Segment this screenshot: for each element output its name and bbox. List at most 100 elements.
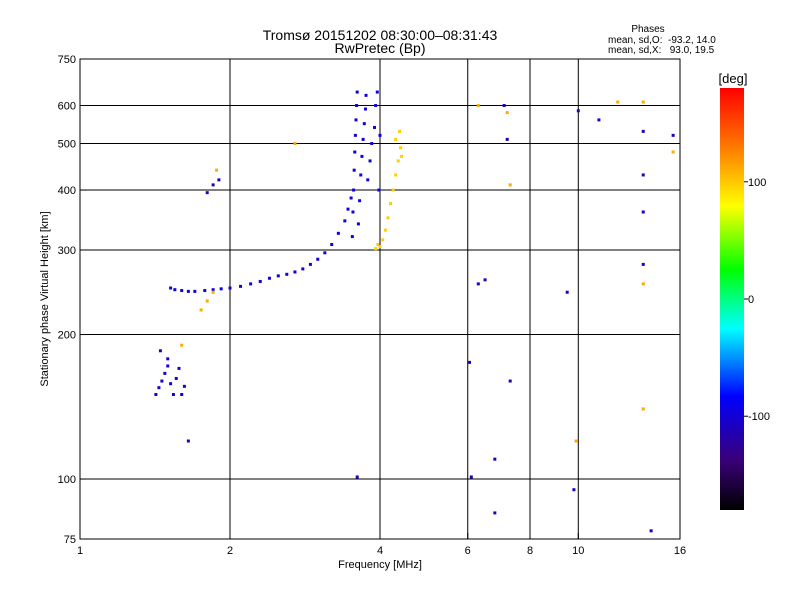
data-point [276, 274, 280, 278]
data-point [219, 287, 223, 291]
x-tick-label: 8 [527, 545, 533, 557]
legend-line-x: mean, sd,X: 93.0, 19.5 [608, 45, 715, 56]
data-point [508, 379, 512, 383]
colorbar-label: [deg] [719, 71, 748, 86]
data-point [182, 384, 186, 388]
data-point [574, 439, 578, 443]
data-point [468, 360, 472, 364]
data-point [217, 178, 221, 182]
data-point [505, 111, 509, 115]
data-point [180, 393, 184, 397]
data-point [381, 238, 385, 242]
data-point [352, 188, 356, 192]
data-point [343, 219, 347, 223]
data-point [351, 210, 355, 214]
data-point [508, 183, 512, 187]
data-point [158, 349, 162, 353]
data-point [391, 188, 395, 192]
data-point [399, 146, 403, 150]
data-point [366, 178, 370, 182]
data-point [396, 159, 400, 163]
data-point [349, 196, 353, 200]
data-point [355, 90, 359, 94]
data-point [361, 137, 365, 141]
data-point [330, 243, 334, 247]
data-point [383, 228, 387, 232]
data-point [394, 137, 398, 141]
x-tick-label: 1 [77, 545, 83, 557]
data-point [359, 173, 363, 177]
data-point [336, 231, 340, 235]
data-point [375, 90, 379, 94]
data-point [671, 150, 675, 154]
data-point [373, 125, 377, 129]
data-point [169, 382, 173, 386]
data-point [641, 100, 645, 104]
data-point [649, 529, 653, 533]
y-tick-label: 500 [58, 139, 76, 151]
data-point [352, 168, 356, 172]
data-point [376, 243, 380, 247]
legend-line-o: mean, sd,O: -93.2, 14.0 [608, 35, 716, 46]
data-point [174, 376, 178, 380]
data-point [323, 251, 327, 255]
data-point [364, 93, 368, 97]
x-tick-label: 2 [227, 545, 233, 557]
data-point [374, 247, 378, 251]
data-point [398, 129, 402, 133]
data-point [353, 133, 357, 137]
data-point [362, 122, 366, 126]
data-point [258, 279, 262, 283]
data-point [641, 262, 645, 266]
data-point [186, 289, 190, 293]
data-point [177, 366, 181, 370]
data-point [616, 100, 620, 104]
chart-title: Tromsø 20151202 08:30:00–08:31:43 [263, 27, 498, 43]
data-point [301, 267, 305, 271]
y-axis-ticks: 75 100 200 300 400 500 600 750 [58, 54, 86, 546]
data-point [211, 290, 215, 294]
colorbar [720, 88, 744, 510]
data-point [239, 284, 243, 288]
data-point [493, 457, 497, 461]
data-point [641, 282, 645, 286]
data-point [671, 133, 675, 137]
data-point [358, 199, 362, 203]
data-point [355, 104, 359, 108]
data-point [205, 191, 209, 195]
y-tick-label: 400 [58, 185, 76, 197]
legend-title: Phases [631, 24, 664, 35]
colorbar-ticks: 100 0 -100 [744, 177, 770, 423]
data-point [386, 216, 390, 220]
x-tick-label: 6 [465, 545, 471, 557]
x-tick-label: 16 [674, 545, 686, 557]
data-point [641, 407, 645, 411]
data-point [572, 488, 576, 492]
data-point [215, 168, 219, 172]
data-point [394, 173, 398, 177]
data-point [285, 272, 289, 276]
data-point [267, 276, 271, 280]
data-point [641, 129, 645, 133]
data-point [193, 289, 197, 293]
x-axis-ticks: 1 2 4 6 8 10 16 [77, 533, 686, 557]
data-point [493, 511, 497, 515]
data-point [166, 357, 170, 361]
data-point [641, 210, 645, 214]
data-point [180, 289, 184, 293]
data-point [360, 154, 364, 158]
data-point [363, 107, 367, 111]
data-point [163, 371, 167, 375]
x-tick-label: 4 [377, 545, 383, 557]
y-tick-label: 750 [58, 54, 76, 66]
data-point [180, 343, 184, 347]
data-point [354, 118, 358, 122]
colorbar-tick-label: 100 [748, 177, 766, 189]
y-tick-label: 300 [58, 245, 76, 257]
data-point [308, 262, 312, 266]
y-tick-label: 200 [58, 330, 76, 342]
data-point [565, 290, 569, 294]
colorbar-tick-label: -100 [748, 411, 770, 423]
data-point [186, 439, 190, 443]
